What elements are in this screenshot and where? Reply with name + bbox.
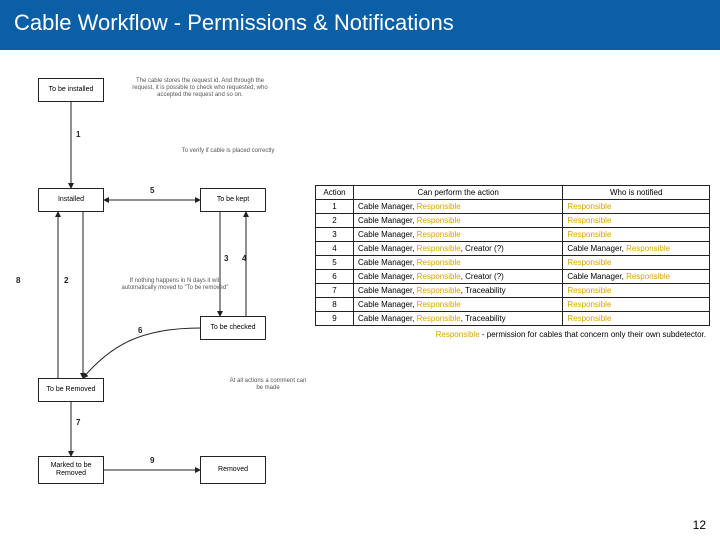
cell-action: 7 — [316, 284, 354, 298]
edge-label-9: 9 — [150, 456, 154, 465]
cell-notify: Responsible — [563, 200, 710, 214]
table-row: 8Cable Manager, ResponsibleResponsible — [316, 298, 710, 312]
cell-perform: Cable Manager, Responsible — [353, 298, 562, 312]
page-number: 12 — [693, 518, 706, 532]
col-header-1: Can perform the action — [353, 186, 562, 200]
cell-perform: Cable Manager, Responsible, Traceability — [353, 284, 562, 298]
cell-action: 5 — [316, 256, 354, 270]
flow-node-to_remove: To be Removed — [38, 378, 104, 402]
workflow-flowchart: To be installed Installed To be kept To be … — [10, 78, 310, 498]
table-row: 2Cable Manager, ResponsibleResponsible — [316, 214, 710, 228]
footnote: Responsible - permission for cables that… — [315, 330, 710, 339]
slide-title: Cable Workflow - Permissions & Notificat… — [14, 10, 706, 36]
table-row: 9Cable Manager, Responsible, Traceabilit… — [316, 312, 710, 326]
flow-node-installed: Installed — [38, 188, 104, 212]
flow-note-note_req: The cable stores the request id. And thr… — [130, 78, 270, 100]
table-row: 5Cable Manager, ResponsibleResponsible — [316, 256, 710, 270]
cell-perform: Cable Manager, Responsible — [353, 214, 562, 228]
cell-action: 6 — [316, 270, 354, 284]
col-header-0: Action — [316, 186, 354, 200]
cell-action: 3 — [316, 228, 354, 242]
edge-label-7: 7 — [76, 418, 80, 427]
cell-notify: Responsible — [563, 228, 710, 242]
cell-notify: Responsible — [563, 256, 710, 270]
flow-node-to_install: To be installed — [38, 78, 104, 102]
table-header-row: ActionCan perform the actionWho is notif… — [316, 186, 710, 200]
cell-action: 8 — [316, 298, 354, 312]
edge-label-4: 4 — [242, 254, 246, 263]
cell-perform: Cable Manager, Responsible — [353, 256, 562, 270]
cell-action: 4 — [316, 242, 354, 256]
cell-notify: Cable Manager, Responsible — [563, 242, 710, 256]
cell-notify: Cable Manager, Responsible — [563, 270, 710, 284]
cell-perform: Cable Manager, Responsible, Creator (?) — [353, 242, 562, 256]
flow-node-to_keep: To be kept — [200, 188, 266, 212]
cell-notify: Responsible — [563, 298, 710, 312]
cell-perform: Cable Manager, Responsible — [353, 200, 562, 214]
edge-label-2: 2 — [64, 276, 68, 285]
table-row: 7Cable Manager, Responsible, Traceabilit… — [316, 284, 710, 298]
cell-perform: Cable Manager, Responsible, Creator (?) — [353, 270, 562, 284]
cell-notify: Responsible — [563, 284, 710, 298]
table-row: 6Cable Manager, Responsible, Creator (?)… — [316, 270, 710, 284]
col-header-2: Who is notified — [563, 186, 710, 200]
cell-perform: Cable Manager, Responsible, Traceability — [353, 312, 562, 326]
cell-perform: Cable Manager, Responsible — [353, 228, 562, 242]
cell-action: 9 — [316, 312, 354, 326]
edge-label-1: 1 — [76, 130, 80, 139]
cell-action: 2 — [316, 214, 354, 228]
table-row: 4Cable Manager, Responsible, Creator (?)… — [316, 242, 710, 256]
flow-node-removed: Removed — [200, 456, 266, 484]
slide-header: Cable Workflow - Permissions & Notificat… — [0, 0, 720, 50]
edge-label-5: 5 — [150, 186, 154, 195]
flow-note-note_auto: If nothing happens in N days it will aut… — [115, 278, 235, 292]
cell-action: 1 — [316, 200, 354, 214]
table-row: 3Cable Manager, ResponsibleResponsible — [316, 228, 710, 242]
flow-note-note_cmt: At all actions a comment can be made — [228, 378, 308, 392]
permissions-table-wrap: ActionCan perform the actionWho is notif… — [315, 185, 710, 339]
flow-node-marked_rm: Marked to be Removed — [38, 456, 104, 484]
cell-notify: Responsible — [563, 214, 710, 228]
flow-node-to_check: To be checked — [200, 316, 266, 340]
edge-label-3: 3 — [224, 254, 228, 263]
edge-label-6: 6 — [138, 326, 142, 335]
slide-content: To be installed Installed To be kept To be … — [0, 50, 720, 540]
table-row: 1Cable Manager, ResponsibleResponsible — [316, 200, 710, 214]
edge-label-8: 8 — [16, 276, 20, 285]
cell-notify: Responsible — [563, 312, 710, 326]
permissions-table: ActionCan perform the actionWho is notif… — [315, 185, 710, 326]
flow-note-note_ver: To verify if cable is placed correctly — [180, 148, 276, 155]
